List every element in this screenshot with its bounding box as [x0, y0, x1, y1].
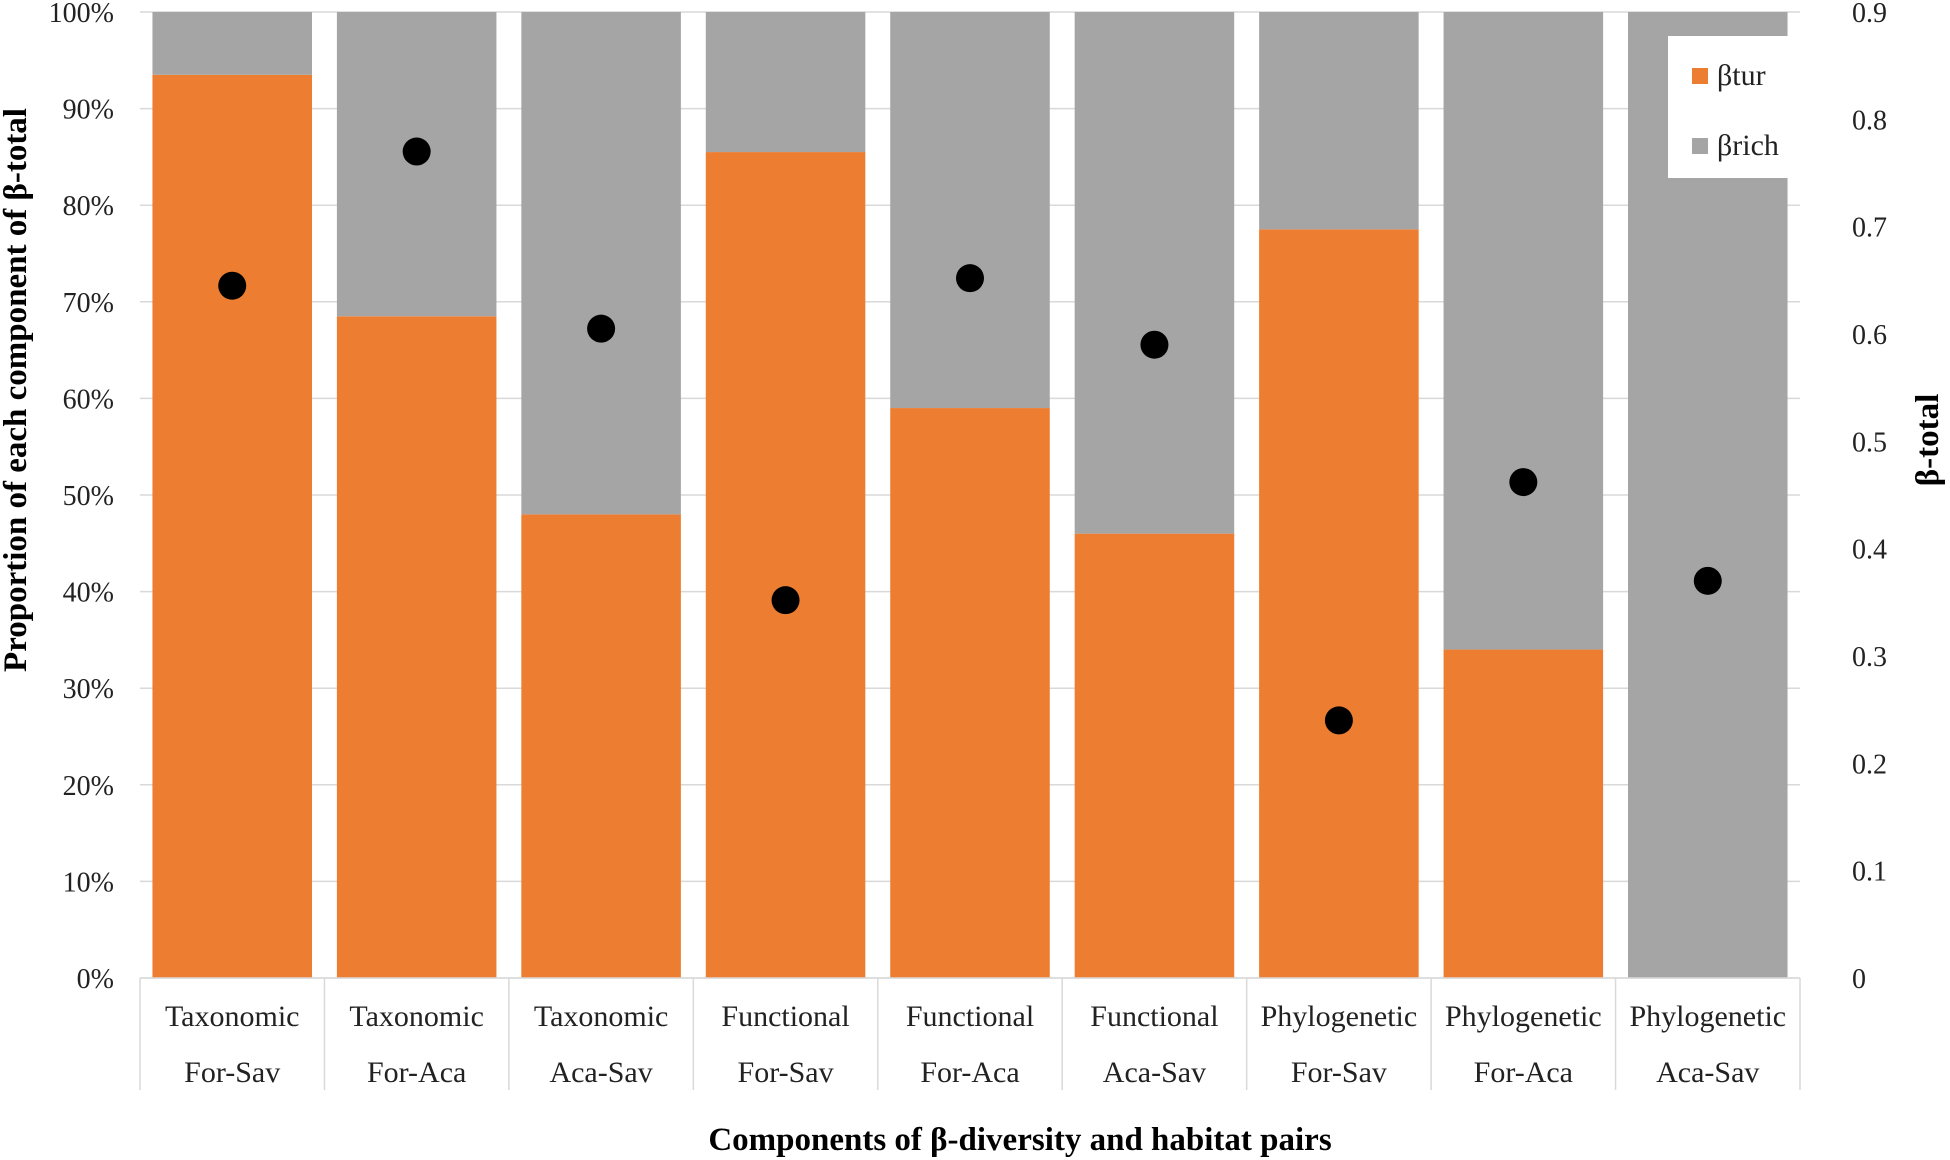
y-tick-label: 10%	[63, 867, 114, 898]
legend: βtur βrich	[1668, 36, 1800, 178]
category-label-line1: Functional	[1090, 1000, 1218, 1033]
y2-tick-label: 0.5	[1852, 427, 1887, 458]
beta-total-point	[771, 586, 800, 615]
category-label-line1: Taxonomic	[534, 1000, 669, 1033]
y-axis-right: 0 0.1 0.2 0.3 0.4 0.5 0.6 0.7 0.8 0.9	[1852, 0, 1887, 995]
category-label-line2: Aca-Sav	[549, 1056, 652, 1089]
bar-segment-beta-tur	[890, 408, 1050, 978]
beta-total-point	[1324, 706, 1353, 735]
legend-label-beta-rich: βrich	[1717, 129, 1779, 162]
bar-segment-beta-rich	[1259, 12, 1419, 230]
category-label-line1: Taxonomic	[165, 1000, 300, 1033]
beta-total-point	[956, 264, 984, 293]
beta-total-point	[218, 271, 247, 300]
y-tick-label: 100%	[49, 0, 114, 29]
category-label-line2: Aca-Sav	[1656, 1056, 1759, 1089]
category-label-line2: For-Aca	[367, 1056, 466, 1089]
category-label-line1: Functional	[721, 1000, 849, 1033]
bar-segment-beta-rich	[521, 12, 681, 515]
bar-segment-beta-tur	[521, 514, 681, 978]
y-tick-label: 0%	[77, 964, 114, 995]
category-label-line1: Phylogenetic	[1629, 1000, 1786, 1033]
category-label-line1: Phylogenetic	[1445, 1000, 1602, 1033]
category-label-line2: For-Sav	[184, 1056, 280, 1089]
category-label-line2: For-Sav	[738, 1056, 834, 1089]
y2-tick-label: 0.8	[1852, 105, 1887, 136]
category-label-line1: Taxonomic	[349, 1000, 484, 1033]
category-label-line1: Phylogenetic	[1261, 1000, 1418, 1033]
bar-segment-beta-rich	[1074, 12, 1235, 534]
legend-swatch-beta-tur	[1692, 68, 1708, 84]
x-axis: Taxonomic For-Sav Taxonomic For-Aca Taxonomi…	[139, 977, 1801, 1090]
bar-segment-beta-tur	[1443, 649, 1604, 978]
y-tick-label: 90%	[63, 95, 114, 126]
y2-tick-label: 0.4	[1852, 535, 1887, 566]
beta-total-point	[587, 314, 616, 343]
bar-segment-beta-tur	[705, 152, 866, 978]
y-tick-label: 60%	[63, 384, 114, 415]
bar-segment-beta-rich	[705, 12, 866, 153]
y-axis-title: Proportion of each component of β-total	[0, 108, 34, 672]
y-tick-label: 80%	[63, 191, 114, 222]
beta-total-point	[1693, 566, 1722, 595]
y-axis-left: 0% 10% 20% 30% 40% 50% 60% 70% 80% 90% 100%	[49, 0, 114, 995]
y2-tick-label: 0.9	[1852, 0, 1887, 29]
bar-segment-beta-rich	[1443, 12, 1604, 650]
legend-label-beta-tur: βtur	[1717, 59, 1766, 92]
category-label-line2: Aca-Sav	[1103, 1056, 1206, 1089]
legend-box	[1668, 36, 1800, 178]
y-tick-label: 20%	[63, 771, 114, 802]
x-axis-title: Components of β-diversity and habitat pa…	[708, 1122, 1332, 1158]
y-tick-label: 70%	[63, 288, 114, 319]
category-label-line1: Functional	[906, 1000, 1034, 1033]
beta-total-points	[218, 137, 1722, 735]
y-tick-label: 40%	[63, 578, 114, 609]
y2-tick-label: 0.1	[1852, 857, 1887, 888]
y2-tick-label: 0.2	[1852, 749, 1887, 780]
bar-segment-beta-tur	[1074, 533, 1235, 978]
legend-swatch-beta-rich	[1692, 138, 1708, 154]
y2-axis-title: β-total	[1910, 394, 1946, 487]
y2-tick-label: 0	[1852, 964, 1866, 995]
bars	[152, 12, 1788, 979]
y-tick-label: 30%	[63, 674, 114, 705]
bar-segment-beta-tur	[1259, 229, 1419, 979]
y2-tick-label: 0.7	[1852, 213, 1887, 244]
bar-segment-beta-rich	[152, 12, 312, 75]
beta-total-point	[1509, 468, 1538, 497]
bar-segment-beta-rich	[890, 12, 1050, 409]
category-label-line2: For-Aca	[920, 1056, 1019, 1089]
bar-segment-beta-tur	[336, 316, 497, 978]
beta-total-point	[402, 137, 431, 166]
y2-tick-label: 0.6	[1852, 320, 1887, 351]
category-label-line2: For-Sav	[1291, 1056, 1387, 1089]
beta-total-point	[1140, 330, 1169, 359]
y-tick-label: 50%	[63, 481, 114, 512]
y2-tick-label: 0.3	[1852, 642, 1887, 673]
category-label-line2: For-Aca	[1474, 1056, 1573, 1089]
bar-segment-beta-tur	[152, 74, 312, 979]
